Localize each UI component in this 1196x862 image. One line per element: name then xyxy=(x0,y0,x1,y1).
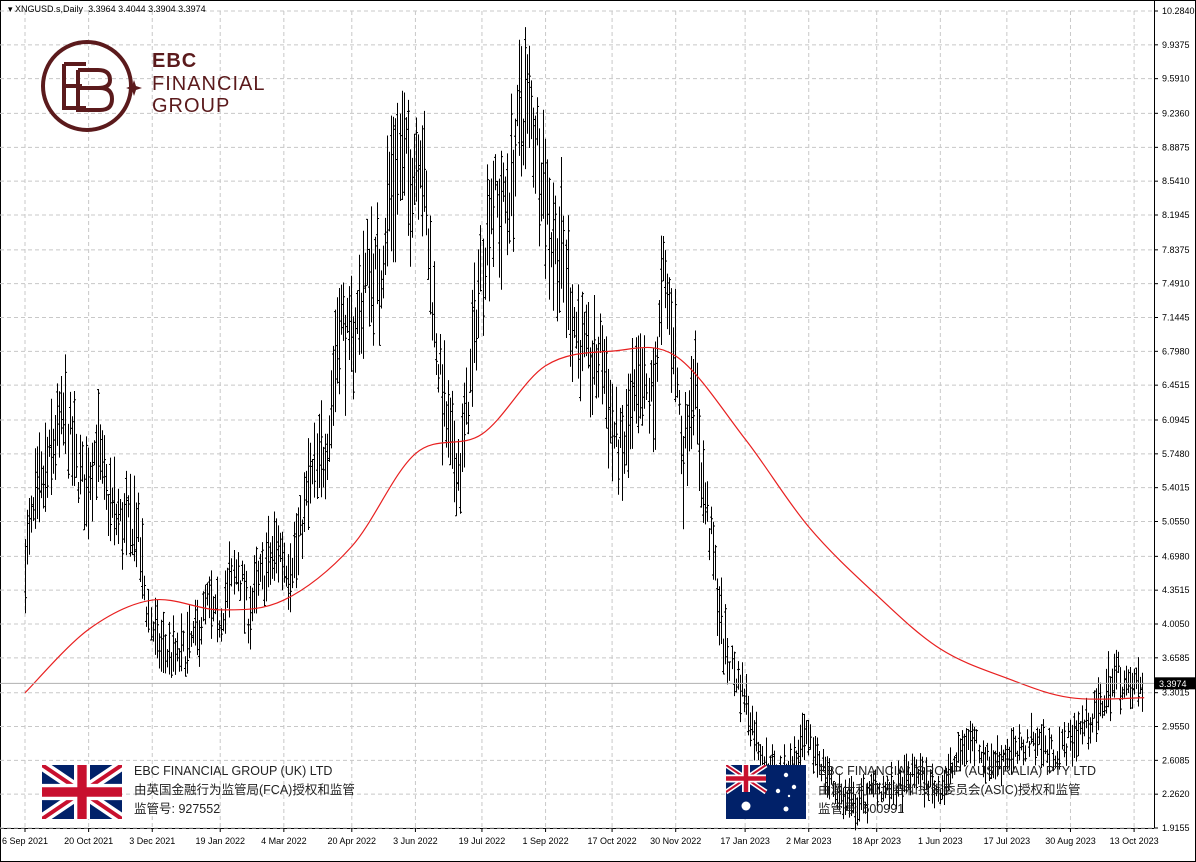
y-tick-label: 5.0550 xyxy=(1162,516,1190,526)
moving-average-line xyxy=(24,346,1145,700)
y-tick-label: 4.0050 xyxy=(1162,619,1190,629)
y-tick-label: 9.2360 xyxy=(1162,108,1190,118)
x-tick-label: 19 Jul 2022 xyxy=(459,836,506,846)
y-tick-label: 2.6085 xyxy=(1162,755,1190,765)
y-tick-label: 3.6585 xyxy=(1162,653,1190,663)
y-tick-label: 3.3015 xyxy=(1162,688,1190,698)
y-tick-label: 7.1445 xyxy=(1162,313,1190,323)
y-tick-label: 7.4910 xyxy=(1162,279,1190,289)
regulator-au-license: 监管号: 500991 xyxy=(818,802,905,816)
australia-flag-icon xyxy=(726,765,806,819)
y-tick-label: 4.6980 xyxy=(1162,551,1190,561)
x-tick-label: 1 Sep 2022 xyxy=(523,836,569,846)
regulator-uk-text: 由英国金融行为监管局(FCA)授权和监管 xyxy=(134,783,355,797)
y-tick-label: 9.9375 xyxy=(1162,40,1190,50)
regulator-uk-license: 监管号: 927552 xyxy=(134,802,221,816)
y-tick-label: 8.1945 xyxy=(1162,210,1190,220)
x-tick-label: 2 Mar 2023 xyxy=(786,836,832,846)
x-tick-label: 17 Oct 2022 xyxy=(588,836,637,846)
regulator-au-text: 由澳大利亚证券和投资委员会(ASIC)授权和监管 xyxy=(818,783,1081,797)
y-tick-label: 1.9155 xyxy=(1162,823,1190,833)
x-tick-label: 30 Nov 2022 xyxy=(650,836,701,846)
y-tick-label: 5.7480 xyxy=(1162,449,1190,459)
y-tick-label: 4.3515 xyxy=(1162,585,1190,595)
y-tick-label: 6.7980 xyxy=(1162,346,1190,356)
price-bars xyxy=(24,27,1144,831)
ohlc-values: 3.3964 3.4044 3.3904 3.3974 xyxy=(88,4,206,14)
x-tick-label: 17 Jan 2023 xyxy=(720,836,770,846)
y-tick-label: 8.5410 xyxy=(1162,176,1190,186)
dropdown-icon[interactable]: ▾ xyxy=(8,4,13,14)
brand-line-3: GROUP xyxy=(152,95,231,117)
x-tick-label: 6 Sep 2021 xyxy=(2,836,48,846)
y-tick-label: 6.4515 xyxy=(1162,380,1190,390)
y-tick-label: 10.2840 xyxy=(1162,6,1195,16)
symbol-label: XNGUSD.s,Daily xyxy=(15,4,84,14)
brand-line-2: FINANCIAL xyxy=(152,73,266,95)
last-price-label: 3.3974 xyxy=(1159,679,1187,689)
x-tick-label: 20 Apr 2022 xyxy=(328,836,377,846)
regulator-au-name: EBC FINANCIAL GROUP (AUSTRALIA) PTY LTD xyxy=(818,764,1097,778)
brand-name: EBC FINANCIAL GROUP xyxy=(152,50,265,117)
x-tick-label: 3 Jun 2022 xyxy=(393,836,438,846)
y-tick-label: 8.8875 xyxy=(1162,142,1190,152)
x-tick-label: 17 Jul 2023 xyxy=(984,836,1031,846)
chart-header: ▾ XNGUSD.s,Daily 3.3964 3.4044 3.3904 3.… xyxy=(8,4,206,15)
uk-flag-icon xyxy=(42,765,122,819)
y-tick-label: 7.8375 xyxy=(1162,245,1190,255)
x-tick-label: 18 Apr 2023 xyxy=(852,836,901,846)
x-tick-label: 1 Jun 2023 xyxy=(918,836,963,846)
regulator-uk-name: EBC FINANCIAL GROUP (UK) LTD xyxy=(134,764,333,778)
x-tick-label: 19 Jan 2022 xyxy=(195,836,245,846)
x-tick-label: 3 Dec 2021 xyxy=(129,836,175,846)
ebc-logo-icon xyxy=(41,40,142,132)
regulator-uk: EBC FINANCIAL GROUP (UK) LTD 由英国金融行为监管局(… xyxy=(134,762,355,819)
y-tick-label: 5.4015 xyxy=(1162,483,1190,493)
y-tick-label: 6.0945 xyxy=(1162,415,1190,425)
y-tick-label: 2.2620 xyxy=(1162,789,1190,799)
y-tick-label: 9.5910 xyxy=(1162,74,1190,84)
x-tick-label: 30 Aug 2023 xyxy=(1045,836,1096,846)
last-price-badge xyxy=(1155,677,1195,690)
regulator-au: EBC FINANCIAL GROUP (AUSTRALIA) PTY LTD … xyxy=(818,762,1096,819)
x-tick-label: 20 Oct 2021 xyxy=(64,836,113,846)
x-tick-label: 4 Mar 2022 xyxy=(261,836,307,846)
brand-line-1: EBC xyxy=(152,50,198,72)
y-tick-label: 2.9550 xyxy=(1162,722,1190,732)
x-tick-label: 13 Oct 2023 xyxy=(1110,836,1159,846)
